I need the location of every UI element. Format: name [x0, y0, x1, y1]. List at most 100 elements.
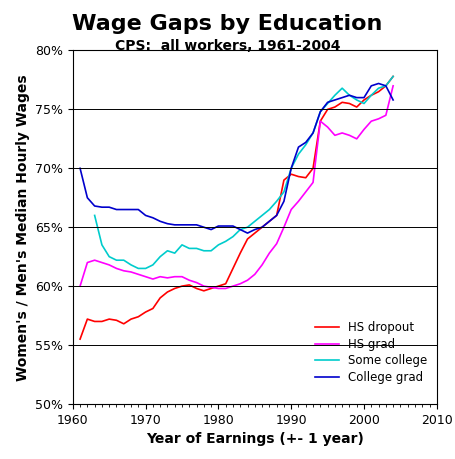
- HS dropout: [390, 73, 396, 79]
- HS dropout: [157, 295, 163, 301]
- College grad: [128, 207, 134, 212]
- HS grad: [194, 280, 199, 285]
- College grad: [201, 224, 207, 230]
- HS grad: [310, 179, 316, 185]
- HS dropout: [288, 172, 294, 177]
- HS dropout: [128, 316, 134, 322]
- Some college: [376, 85, 381, 91]
- HS grad: [303, 189, 308, 195]
- HS dropout: [114, 318, 119, 323]
- Some college: [128, 262, 134, 268]
- Some college: [165, 248, 170, 253]
- HS dropout: [208, 285, 214, 291]
- HS grad: [165, 275, 170, 280]
- HS grad: [223, 285, 228, 291]
- HS grad: [150, 276, 156, 282]
- Some college: [267, 207, 272, 212]
- HS grad: [252, 272, 258, 277]
- HS dropout: [252, 230, 258, 236]
- Some college: [208, 248, 214, 253]
- Some college: [332, 93, 338, 98]
- Some college: [172, 250, 177, 256]
- College grad: [106, 204, 112, 210]
- HS grad: [157, 274, 163, 280]
- College grad: [325, 100, 330, 105]
- Some college: [106, 254, 112, 259]
- Line: Some college: Some college: [95, 76, 393, 269]
- Y-axis label: Women's / Men's Median Hourly Wages: Women's / Men's Median Hourly Wages: [15, 74, 30, 381]
- College grad: [332, 97, 338, 103]
- Some college: [274, 199, 279, 204]
- Some college: [347, 93, 352, 98]
- HS grad: [245, 277, 250, 283]
- HS grad: [99, 260, 105, 265]
- College grad: [150, 215, 156, 220]
- HS dropout: [383, 83, 389, 89]
- HS grad: [267, 250, 272, 256]
- HS dropout: [361, 97, 367, 103]
- College grad: [92, 203, 97, 209]
- Some college: [310, 130, 316, 136]
- HS grad: [201, 283, 207, 289]
- HS dropout: [238, 250, 243, 256]
- College grad: [310, 130, 316, 136]
- HS dropout: [99, 319, 105, 324]
- HS grad: [143, 274, 148, 280]
- Some college: [245, 224, 250, 230]
- HS dropout: [179, 283, 185, 289]
- HS dropout: [332, 104, 338, 110]
- HS grad: [238, 281, 243, 286]
- HS grad: [92, 257, 97, 263]
- Some college: [252, 218, 258, 224]
- Line: HS dropout: HS dropout: [80, 76, 393, 339]
- HS grad: [172, 274, 177, 280]
- Some college: [303, 142, 308, 147]
- HS dropout: [150, 306, 156, 311]
- HS grad: [347, 133, 352, 138]
- Some college: [143, 266, 148, 271]
- HS dropout: [172, 285, 177, 291]
- College grad: [157, 218, 163, 224]
- HS grad: [281, 224, 287, 230]
- College grad: [361, 95, 367, 101]
- HS dropout: [77, 336, 83, 342]
- HS dropout: [106, 316, 112, 322]
- HS dropout: [92, 319, 97, 324]
- College grad: [85, 195, 90, 201]
- HS dropout: [347, 101, 352, 106]
- HS dropout: [303, 175, 308, 180]
- College grad: [230, 223, 236, 229]
- HS dropout: [187, 282, 192, 288]
- College grad: [136, 207, 141, 212]
- HS grad: [114, 266, 119, 271]
- HS dropout: [165, 289, 170, 295]
- HS grad: [339, 130, 345, 136]
- HS dropout: [369, 93, 374, 98]
- HS dropout: [223, 281, 228, 286]
- Some college: [288, 166, 294, 171]
- College grad: [187, 222, 192, 228]
- HS dropout: [259, 224, 265, 230]
- College grad: [172, 222, 177, 228]
- HS grad: [361, 127, 367, 132]
- HS grad: [179, 274, 185, 280]
- Some college: [201, 248, 207, 253]
- Some college: [114, 257, 119, 263]
- Some college: [238, 227, 243, 232]
- HS grad: [354, 136, 359, 141]
- HS dropout: [85, 316, 90, 322]
- Text: Wage Gaps by Education: Wage Gaps by Education: [72, 14, 383, 34]
- Text: CPS:  all workers, 1961-2004: CPS: all workers, 1961-2004: [115, 39, 340, 53]
- Some college: [281, 189, 287, 195]
- Legend: HS dropout, HS grad, Some college, College grad: HS dropout, HS grad, Some college, Colle…: [312, 318, 431, 387]
- Some college: [390, 73, 396, 79]
- Some college: [136, 266, 141, 271]
- College grad: [303, 140, 308, 145]
- HS dropout: [194, 285, 199, 291]
- College grad: [339, 95, 345, 101]
- HS dropout: [121, 321, 126, 326]
- Line: College grad: College grad: [80, 84, 393, 233]
- HS grad: [121, 268, 126, 274]
- HS grad: [369, 118, 374, 124]
- HS dropout: [143, 309, 148, 315]
